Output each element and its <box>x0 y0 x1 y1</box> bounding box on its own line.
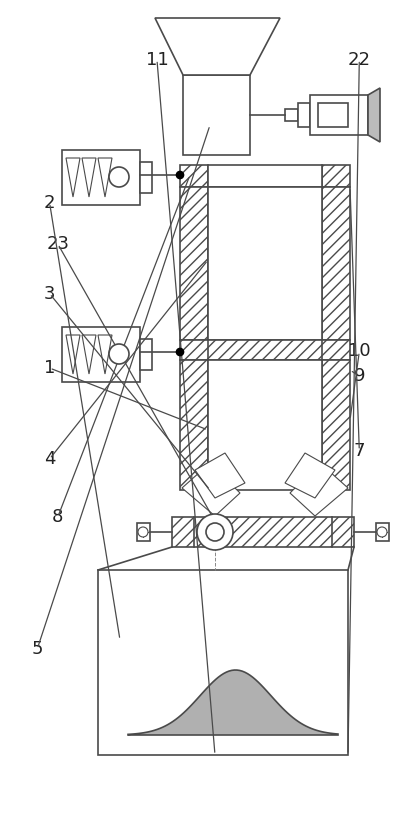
Polygon shape <box>155 18 280 75</box>
Bar <box>298 103 310 127</box>
Bar <box>180 165 208 187</box>
Polygon shape <box>66 158 80 197</box>
Polygon shape <box>98 335 112 374</box>
Text: 1: 1 <box>44 359 55 377</box>
Circle shape <box>197 514 233 550</box>
Circle shape <box>109 167 129 187</box>
Bar <box>180 340 350 360</box>
Text: 5: 5 <box>31 640 43 658</box>
Polygon shape <box>368 88 380 142</box>
Bar <box>140 162 152 193</box>
Polygon shape <box>128 670 338 735</box>
Text: 10: 10 <box>348 342 370 361</box>
Polygon shape <box>182 463 240 516</box>
Bar <box>318 103 348 127</box>
Bar <box>208 165 322 187</box>
Text: 9: 9 <box>354 367 365 385</box>
Bar <box>376 523 389 541</box>
Bar <box>98 570 348 755</box>
Bar <box>310 95 368 135</box>
Circle shape <box>176 348 183 356</box>
Text: 22: 22 <box>348 50 371 69</box>
Circle shape <box>377 527 387 537</box>
Polygon shape <box>82 158 96 197</box>
Polygon shape <box>98 158 112 197</box>
Polygon shape <box>285 453 335 498</box>
Text: 8: 8 <box>52 508 64 526</box>
Polygon shape <box>82 335 96 374</box>
Circle shape <box>109 344 129 364</box>
Bar <box>208 187 322 340</box>
Polygon shape <box>195 453 245 498</box>
Bar <box>322 360 350 490</box>
Bar <box>180 187 208 340</box>
Bar <box>137 523 150 541</box>
Bar <box>172 517 354 547</box>
Bar <box>62 150 140 205</box>
Bar <box>285 109 298 121</box>
Bar <box>322 165 350 187</box>
Circle shape <box>138 527 148 537</box>
Text: 11: 11 <box>145 50 169 69</box>
Bar <box>180 360 208 490</box>
Bar <box>183 75 250 155</box>
Bar <box>140 339 152 370</box>
Polygon shape <box>290 463 348 516</box>
Bar <box>62 327 140 382</box>
Circle shape <box>206 523 224 541</box>
Circle shape <box>176 171 183 179</box>
Text: 4: 4 <box>44 450 55 468</box>
Text: 23: 23 <box>46 235 69 253</box>
Polygon shape <box>66 335 80 374</box>
Bar <box>208 360 322 490</box>
Text: 3: 3 <box>44 284 55 303</box>
Text: 2: 2 <box>44 194 55 212</box>
Bar <box>322 187 350 340</box>
Text: 7: 7 <box>354 442 365 460</box>
